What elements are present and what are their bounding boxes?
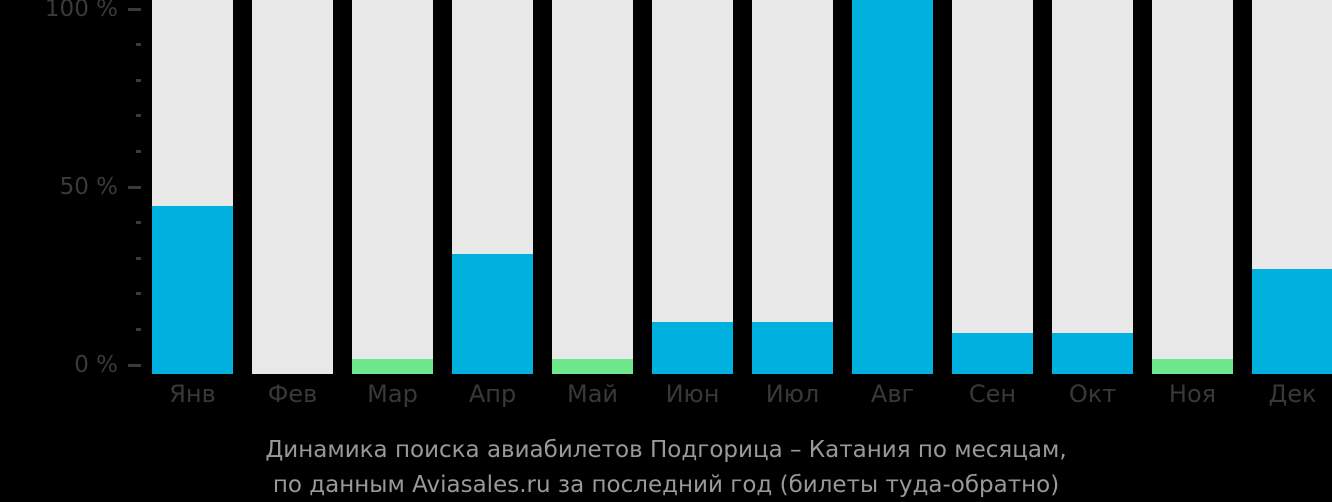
x-axis-label: Июн	[665, 380, 720, 408]
x-axis-label: Фев	[267, 380, 318, 408]
bar	[452, 254, 533, 374]
bar	[852, 0, 933, 374]
chart-title-line1: Динамика поиска авиабилетов Подгорица – …	[265, 437, 1067, 463]
x-axis-label: Мар	[367, 380, 418, 408]
y-axis-minor-tick	[136, 149, 141, 153]
x-axis-label: Ноя	[1168, 380, 1217, 408]
x-axis-label: Янв	[169, 380, 216, 408]
bar	[552, 359, 633, 374]
bar	[352, 359, 433, 374]
bar	[1152, 359, 1233, 374]
x-axis: Янв Фев Мар Апр Май Июн Июл Авг Сен Окт Ноя Дек	[0, 380, 1332, 412]
bar-track	[152, 0, 233, 374]
bar-track	[852, 0, 933, 374]
x-axis-label: Апр	[468, 380, 517, 408]
y-axis-minor-tick	[136, 292, 141, 296]
bar-track	[252, 0, 333, 374]
bar-track	[1152, 0, 1233, 374]
y-axis-major-tick	[128, 363, 141, 367]
y-axis-minor-tick	[136, 114, 141, 118]
x-axis-label: Июл	[765, 380, 820, 408]
bar	[1252, 269, 1332, 374]
x-axis-label: Окт	[1068, 380, 1117, 408]
bar	[152, 205, 233, 374]
y-axis-minor-tick	[136, 78, 141, 82]
bar-track	[352, 0, 433, 374]
chart-title-line2: по данным Aviasales.ru за последний год …	[272, 472, 1060, 498]
chart-caption: Динамика поиска авиабилетов Подгорица – …	[0, 433, 1332, 502]
bar	[752, 321, 833, 374]
bar	[1052, 332, 1133, 374]
y-axis-minor-tick	[136, 43, 141, 47]
bar-track	[652, 0, 733, 374]
bar	[952, 332, 1033, 374]
x-axis-label: Сен	[968, 380, 1017, 408]
y-axis-minor-tick	[136, 256, 141, 260]
x-axis-label: Авг	[870, 380, 915, 408]
bar-track	[1252, 0, 1332, 374]
y-axis-minor-tick	[136, 327, 141, 331]
y-axis-major-tick	[128, 7, 141, 11]
y-axis-major-tick	[128, 185, 141, 189]
y-axis-tick-label: 100 %	[44, 0, 118, 22]
y-axis-tick-label: 0 %	[74, 352, 118, 378]
x-axis-label: Май	[566, 380, 619, 408]
y-axis-minor-tick	[136, 221, 141, 225]
y-axis: 100 % 50 % 0 %	[0, 0, 152, 378]
bar-track	[1052, 0, 1133, 374]
bar-track	[752, 0, 833, 374]
bar-track	[552, 0, 633, 374]
bar-track	[452, 0, 533, 374]
plot-area: 100 % 50 % 0 %	[0, 0, 1332, 378]
y-axis-tick-label: 50 %	[59, 174, 118, 200]
bar-track	[952, 0, 1033, 374]
bar	[652, 321, 733, 374]
x-axis-label: Дек	[1268, 380, 1317, 408]
